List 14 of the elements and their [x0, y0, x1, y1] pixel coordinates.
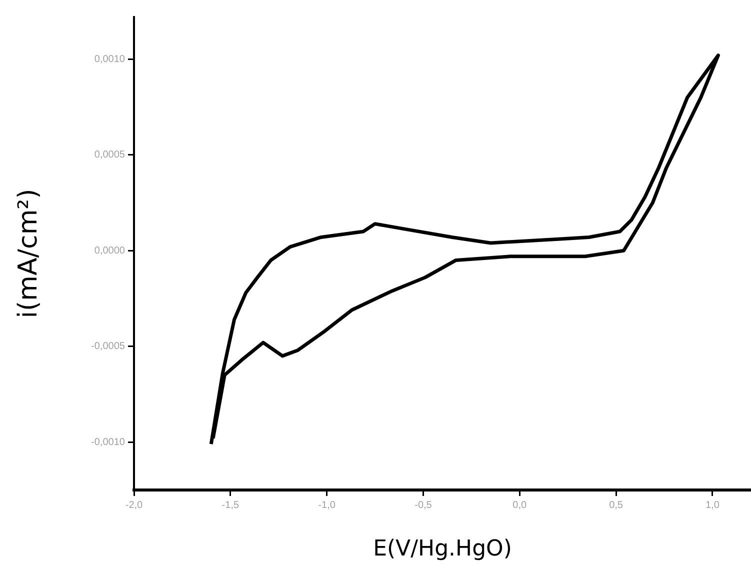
x-tick-label: 0,0 — [512, 500, 528, 511]
x-tick-label: -0,5 — [414, 500, 432, 511]
y-tick-label: -0,0010 — [91, 436, 126, 448]
y-tick-label: 0,0000 — [94, 245, 126, 256]
y-tick-label: -0,0005 — [91, 341, 126, 352]
y-tick-label: 0,0010 — [94, 54, 126, 65]
x-tick-label: -1,5 — [222, 500, 240, 511]
x-tick-label: -2,0 — [125, 500, 144, 511]
x-tick-label: 1,0 — [705, 500, 720, 511]
x-tick-label: 0,5 — [609, 500, 624, 511]
x-tick-label: -1,0 — [318, 500, 336, 511]
x-axis-title: E(V/Hg.HgO) — [373, 536, 512, 562]
y-tick-label: 0,0005 — [94, 150, 126, 161]
y-axis-title: i(mA/cm²) — [13, 188, 44, 318]
